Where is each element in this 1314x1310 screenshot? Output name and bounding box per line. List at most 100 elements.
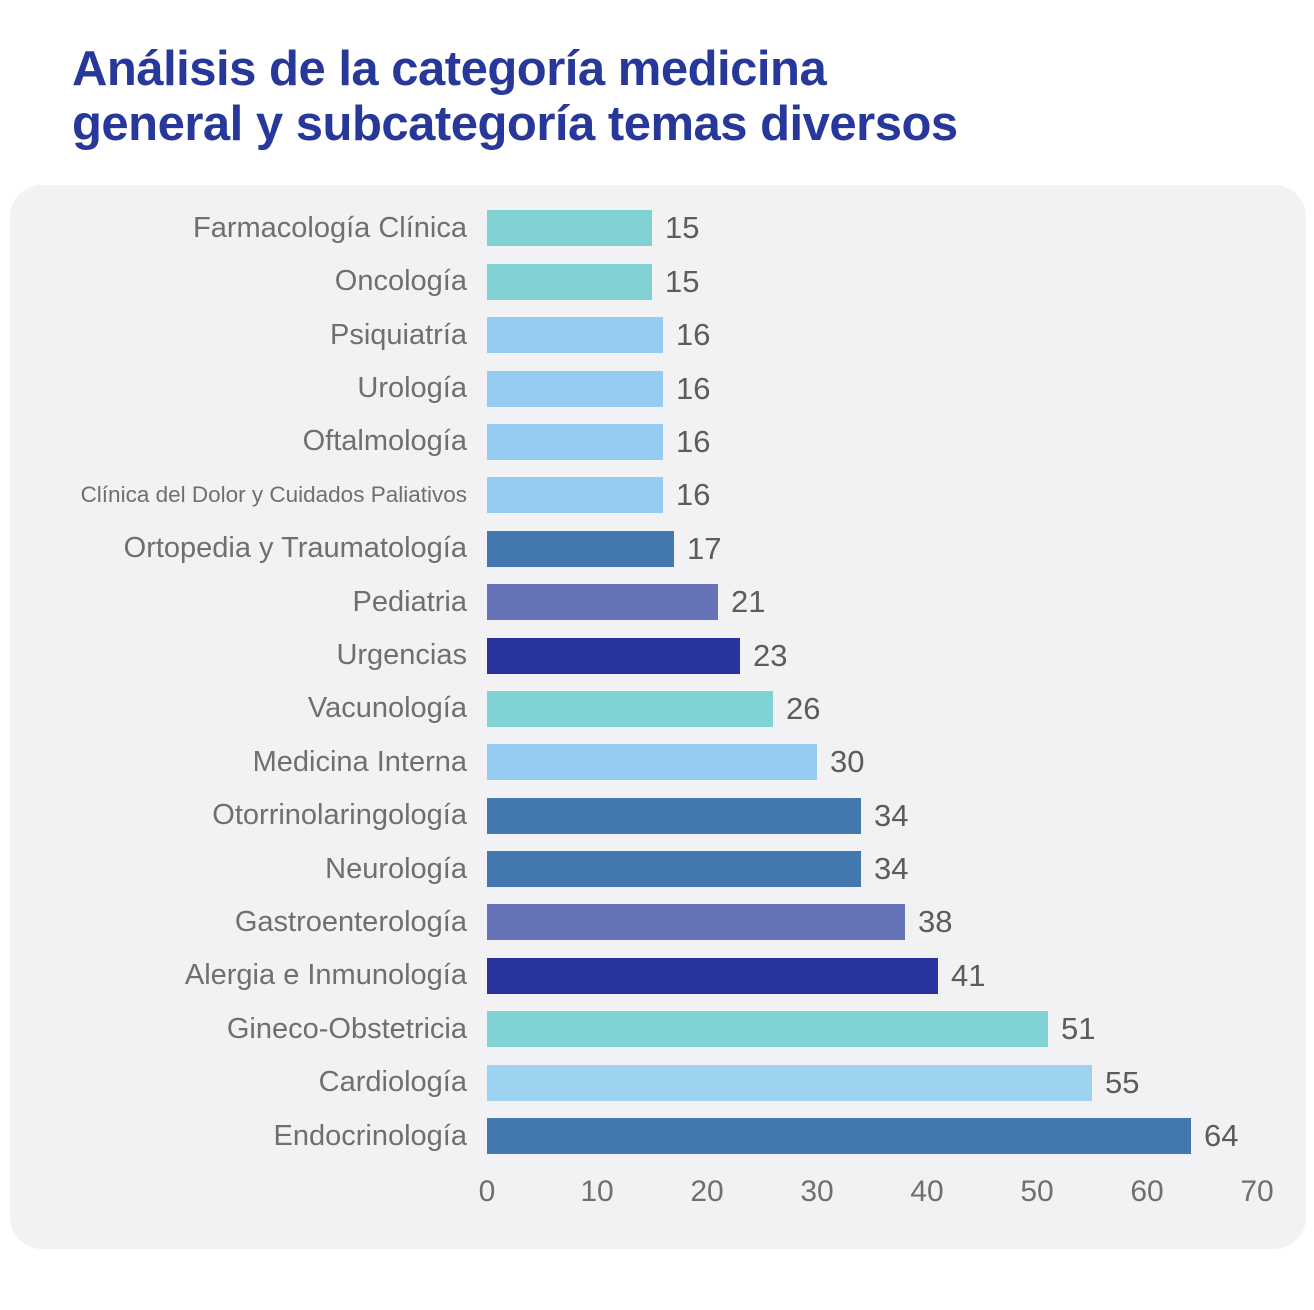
bar (487, 477, 663, 514)
category-label: Oftalmología (302, 425, 467, 458)
bar (487, 744, 817, 781)
bar-track: 21 (487, 575, 1306, 628)
bar-track: 15 (487, 255, 1306, 308)
category-label: Otorrinolaringología (212, 799, 467, 832)
bar-row: Oncología 15 (10, 255, 1306, 308)
bar-track: 55 (487, 1056, 1306, 1109)
chart-title-line1: Análisis de la categoría medicina (72, 42, 827, 96)
x-axis-tick: 60 (1130, 1174, 1164, 1208)
x-axis-tick: 10 (580, 1174, 614, 1208)
bar-track: 38 (487, 896, 1306, 949)
x-axis-tick: 50 (1020, 1174, 1054, 1208)
value-label: 38 (918, 904, 953, 940)
value-label: 26 (786, 690, 821, 726)
bar-row: Otorrinolaringología 34 (10, 789, 1306, 842)
category-label: Cardiología (318, 1066, 467, 1099)
bar (487, 637, 740, 674)
bar-row: Medicina Interna 30 (10, 736, 1306, 789)
bar-row: Farmacología Clínica 15 (10, 202, 1306, 255)
value-label: 15 (665, 210, 700, 246)
bar-row: Cardiología 55 (10, 1056, 1306, 1109)
bar-row: Gastroenterología 38 (10, 896, 1306, 949)
bar (487, 1011, 1048, 1048)
bar (487, 210, 652, 247)
category-label: Vacunología (307, 692, 467, 725)
bar-track: 26 (487, 682, 1306, 735)
bar-track: 30 (487, 736, 1306, 789)
bar-row: Alergia e Inmunología 41 (10, 949, 1306, 1002)
value-label: 16 (676, 477, 711, 513)
value-label: 16 (676, 423, 711, 459)
bar-track: 23 (487, 629, 1306, 682)
bar (487, 797, 861, 834)
bar-row: Psiquiatría 16 (10, 309, 1306, 362)
bar-row: Pediatria 21 (10, 575, 1306, 628)
bar-row: Urología 16 (10, 362, 1306, 415)
category-label: Urgencias (336, 639, 467, 672)
category-label: Psiquiatría (329, 318, 467, 351)
value-label: 55 (1105, 1064, 1140, 1100)
category-label: Pediatria (352, 585, 467, 618)
category-label: Urología (357, 372, 467, 405)
chart-title-line2: general y subcategoría temas diversos (72, 97, 958, 152)
bar-track: 34 (487, 842, 1306, 895)
bar-row: Ortopedia y Traumatología 17 (10, 522, 1306, 575)
value-label: 23 (753, 637, 788, 673)
category-label: Gastroenterología (234, 905, 467, 938)
value-label: 34 (874, 797, 909, 833)
value-label: 41 (951, 957, 986, 993)
value-label: 17 (687, 530, 722, 566)
bar (487, 904, 905, 941)
bar-track: 17 (487, 522, 1306, 575)
bar-row: Endocrinología 64 (10, 1109, 1306, 1162)
value-label: 16 (676, 317, 711, 353)
bar (487, 423, 663, 460)
value-label: 21 (731, 584, 766, 620)
category-label: Farmacología Clínica (193, 211, 467, 244)
category-label: Clínica del Dolor y Cuidados Paliativos (80, 482, 467, 508)
bar (487, 370, 663, 407)
value-label: 15 (665, 263, 700, 299)
bar-row: Gineco-Obstetricia 51 (10, 1003, 1306, 1056)
x-axis-tick: 30 (800, 1174, 834, 1208)
bar-track: 64 (487, 1109, 1306, 1162)
x-axis-tick: 40 (910, 1174, 944, 1208)
bar-track: 51 (487, 1003, 1306, 1056)
x-axis-tick: 70 (1240, 1174, 1274, 1208)
category-label: Alergia e Inmunología (184, 959, 467, 992)
chart-title: Análisis de la categoría medicina genera… (72, 42, 1314, 153)
value-label: 51 (1061, 1011, 1096, 1047)
value-label: 30 (830, 744, 865, 780)
bar-track: 34 (487, 789, 1306, 842)
x-axis-tick: 0 (478, 1174, 496, 1208)
bar (487, 1118, 1191, 1155)
bar (487, 957, 938, 994)
x-axis: 0 10 20 30 40 50 60 70 (479, 1174, 1287, 1219)
category-label: Oncología (334, 265, 467, 298)
category-label: Endocrinología (273, 1119, 467, 1152)
x-axis-tick: 20 (690, 1174, 724, 1208)
bar-row: Urgencias 23 (10, 629, 1306, 682)
category-label: Gineco-Obstetricia (226, 1012, 467, 1045)
value-label: 16 (676, 370, 711, 406)
bar-rows: Farmacología Clínica 15 Oncología 15 Psiquia… (10, 202, 1306, 1163)
bar-track: 16 (487, 415, 1306, 468)
bar-track: 16 (487, 469, 1306, 522)
bar (487, 317, 663, 354)
bar (487, 530, 674, 567)
bar (487, 1064, 1092, 1101)
bar-track: 41 (487, 949, 1306, 1002)
bar-row: Clínica del Dolor y Cuidados Paliativos 1… (10, 469, 1306, 522)
category-label: Medicina Interna (252, 745, 467, 778)
bar-row: Oftalmología 16 (10, 415, 1306, 468)
category-label: Ortopedia y Traumatología (123, 532, 467, 565)
bar (487, 690, 773, 727)
bar-track: 15 (487, 202, 1306, 255)
bar-track: 16 (487, 309, 1306, 362)
value-label: 64 (1204, 1118, 1239, 1154)
bar (487, 584, 718, 621)
bar-row: Vacunología 26 (10, 682, 1306, 735)
bar-row: Neurología 34 (10, 842, 1306, 895)
bar (487, 263, 652, 300)
value-label: 34 (874, 851, 909, 887)
